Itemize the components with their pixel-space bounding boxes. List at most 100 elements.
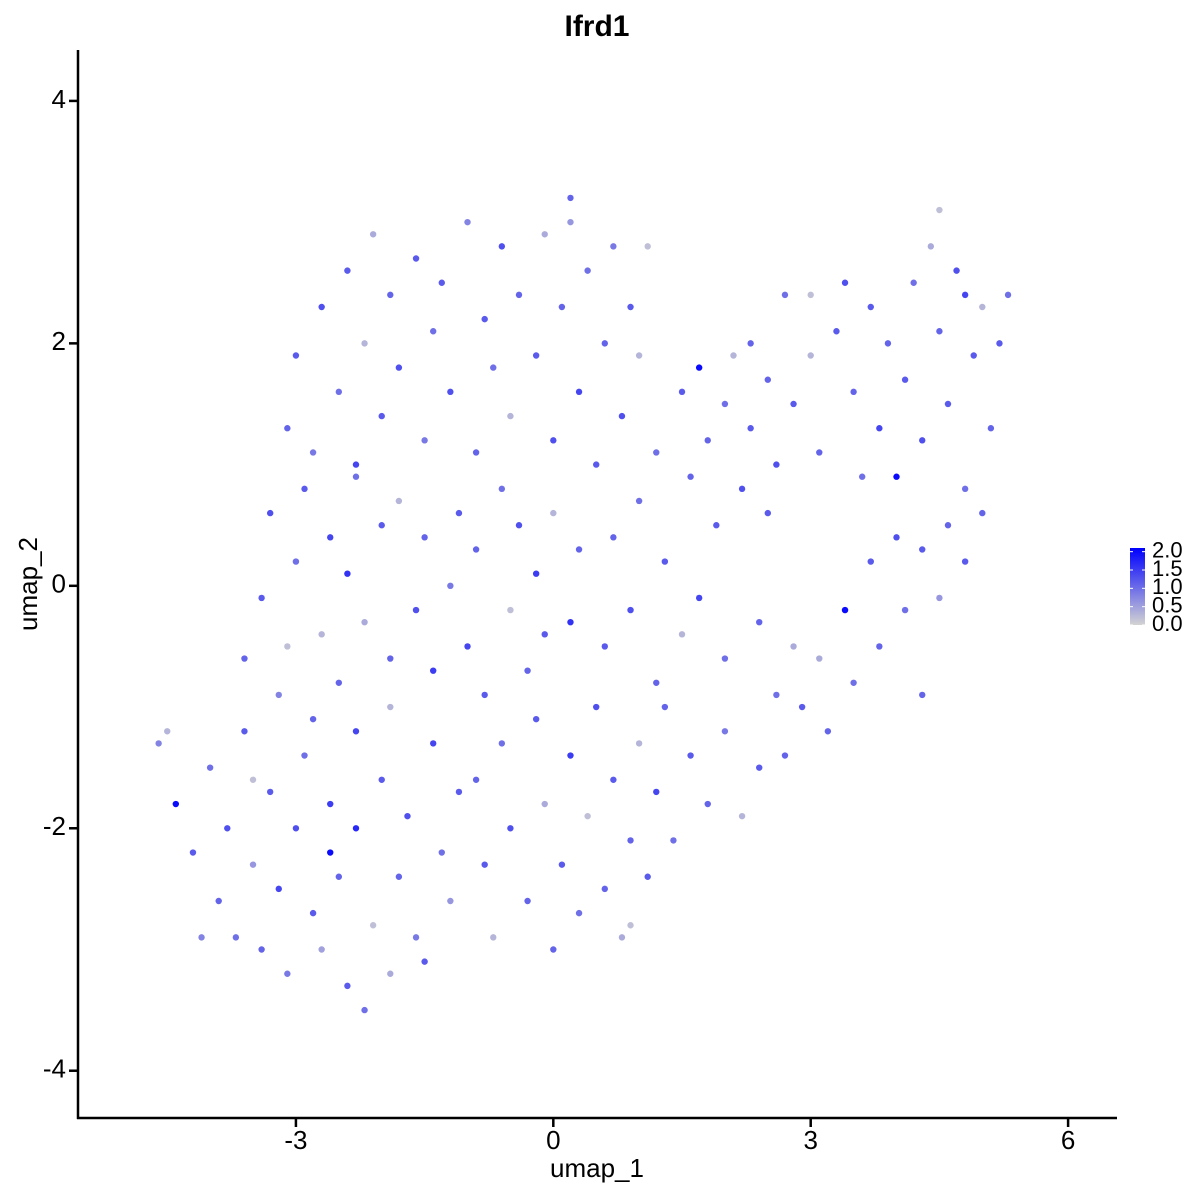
point (635, 497, 643, 505)
point (498, 740, 506, 747)
point (781, 291, 789, 299)
point (292, 825, 300, 832)
point (464, 218, 471, 226)
point (970, 352, 977, 359)
point (593, 461, 600, 468)
point (764, 376, 772, 383)
point (344, 570, 351, 577)
point (790, 643, 797, 650)
point (421, 437, 428, 444)
point (472, 776, 480, 783)
point (644, 873, 651, 880)
point (987, 425, 995, 432)
point (593, 703, 600, 711)
point (498, 485, 506, 493)
point (327, 534, 334, 541)
point (738, 812, 746, 820)
point (850, 388, 857, 396)
point (961, 485, 969, 493)
point (438, 279, 445, 286)
point (695, 364, 703, 371)
point (961, 558, 969, 565)
point (352, 461, 360, 468)
point (266, 509, 274, 517)
point (919, 691, 926, 699)
colorbar-tick-label: 0.0 (1152, 611, 1183, 636)
point (481, 861, 488, 868)
point (155, 740, 162, 747)
point (404, 812, 411, 820)
y-tick-label: 4 (52, 84, 66, 114)
point (610, 776, 617, 783)
point (352, 825, 360, 832)
point (447, 897, 454, 905)
point (996, 340, 1003, 347)
point (584, 812, 591, 820)
point (661, 703, 669, 711)
point (901, 606, 909, 614)
point (284, 970, 291, 977)
point (198, 934, 205, 941)
point (756, 618, 763, 626)
point (833, 328, 840, 335)
point (318, 631, 325, 638)
point (318, 946, 325, 953)
point (575, 909, 583, 917)
point (979, 303, 986, 311)
point (773, 691, 780, 699)
point (953, 267, 960, 274)
y-tick-label: -2 (43, 811, 66, 841)
point (387, 703, 394, 711)
point (936, 206, 943, 214)
point (309, 715, 317, 723)
point (730, 352, 737, 359)
point (653, 788, 660, 796)
point (292, 352, 300, 359)
points (155, 194, 1012, 1014)
point (756, 764, 763, 771)
point (335, 388, 343, 396)
point (515, 522, 523, 529)
point (653, 679, 660, 686)
chart-title: Ifrd1 (564, 10, 629, 43)
point (258, 594, 265, 602)
point (378, 776, 385, 783)
point (1004, 291, 1012, 299)
point (241, 655, 248, 662)
point (687, 473, 694, 480)
point (524, 667, 531, 674)
point (627, 606, 634, 614)
point (550, 946, 557, 953)
point (747, 425, 754, 432)
point (558, 303, 566, 311)
point (944, 400, 952, 408)
x-tick-label: 6 (1061, 1125, 1075, 1155)
point (738, 485, 746, 493)
point (515, 291, 523, 299)
point (455, 788, 463, 796)
point (704, 800, 711, 808)
point (541, 631, 548, 638)
point (224, 825, 231, 832)
point (421, 958, 428, 965)
point (807, 291, 814, 299)
point (790, 400, 797, 408)
point (189, 849, 197, 856)
point (361, 340, 368, 347)
point (429, 740, 437, 747)
point (447, 388, 454, 396)
point (781, 752, 789, 759)
point (798, 703, 806, 711)
point (412, 255, 420, 262)
point (824, 728, 832, 735)
point (979, 509, 986, 517)
point (635, 352, 643, 359)
point (481, 315, 488, 323)
point (232, 934, 240, 941)
point (524, 897, 531, 905)
point (301, 485, 308, 493)
point (507, 412, 514, 420)
point (438, 849, 445, 856)
point (352, 728, 360, 735)
